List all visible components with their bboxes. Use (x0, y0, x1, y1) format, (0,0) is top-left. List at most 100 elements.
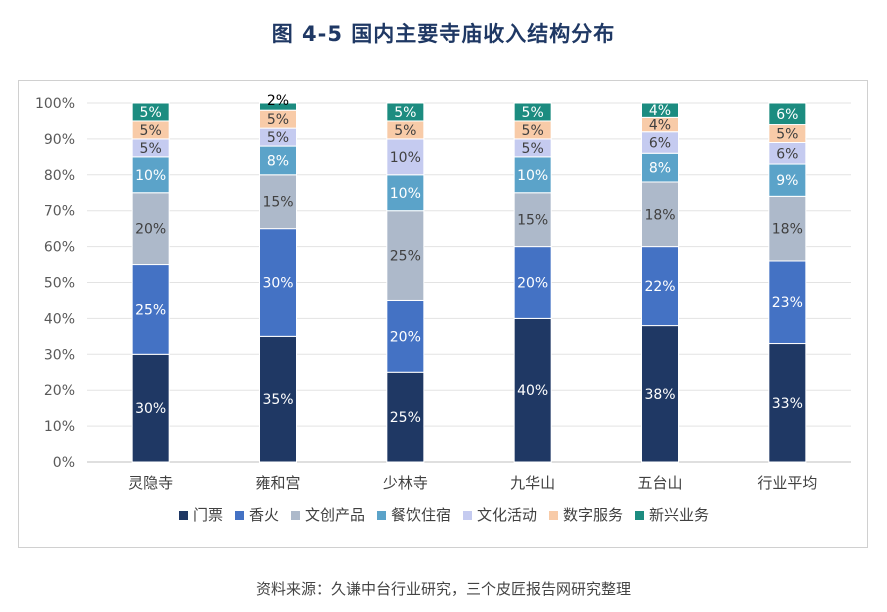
bar-segment (513, 102, 552, 122)
chart-frame: 0% 10% 20% 30% 40% 50% 60% 70% 80% 90% 100% 30% 25% 2… (18, 80, 868, 548)
x-tick-label: 五台山 (637, 474, 682, 492)
stacked-bar-chart: 0% 10% 20% 30% 40% 50% 60% 70% 80% 90% 100% 30% 25% 2… (35, 93, 851, 524)
bar-segment (768, 102, 807, 126)
data-label: 5% (522, 123, 544, 139)
legend-label: 香火 (249, 506, 279, 524)
data-label: 5% (522, 141, 544, 157)
bar-segment (259, 228, 297, 337)
bar-segment (259, 102, 297, 111)
bar-segment (131, 102, 170, 122)
data-label: 15% (262, 195, 293, 211)
page-title: 图 4-5 国内主要寺庙收入结构分布 (271, 22, 616, 46)
legend-label: 文创产品 (305, 506, 365, 524)
x-tick-label: 九华山 (510, 474, 555, 492)
y-tick-label: 10% (44, 419, 75, 435)
y-tick-label: 30% (44, 347, 75, 363)
legend-swatch (235, 511, 244, 520)
legend-swatch (549, 511, 558, 520)
bar-segment (386, 210, 425, 301)
data-label: 5% (140, 105, 162, 121)
bar-segment (131, 353, 170, 463)
data-label: 8% (267, 153, 289, 169)
data-label: 20% (517, 276, 548, 292)
data-label: 4% (649, 103, 671, 119)
y-tick-label: 90% (44, 132, 75, 148)
data-label: 30% (262, 276, 293, 292)
legend-label: 餐饮住宿 (391, 506, 451, 524)
legend-label: 门票 (193, 506, 223, 524)
data-label: 10% (390, 150, 421, 166)
data-label: 35% (262, 392, 293, 408)
data-label: 8% (649, 161, 671, 177)
bar-segment (131, 156, 170, 194)
bar-segment (386, 102, 425, 122)
legend-swatch (291, 511, 300, 520)
data-label: 33% (772, 396, 803, 412)
data-label: 20% (390, 329, 421, 345)
data-label: 5% (267, 130, 289, 146)
legend-swatch (179, 511, 188, 520)
x-tick-label: 灵隐寺 (128, 474, 173, 492)
bar-segment (259, 174, 297, 230)
data-label: 38% (644, 387, 675, 403)
bar-segment (641, 325, 679, 463)
bar-segment (259, 335, 297, 463)
bar-segment (513, 192, 552, 248)
data-label: 5% (776, 127, 798, 143)
bar-segment (641, 102, 679, 118)
data-label: 10% (517, 168, 548, 184)
bar-segment (768, 260, 807, 345)
data-label: 2% (267, 93, 289, 109)
data-label: 23% (772, 295, 803, 311)
data-label: 30% (135, 401, 166, 417)
data-label: 6% (776, 146, 798, 162)
data-label: 22% (644, 279, 675, 295)
data-label: 18% (644, 207, 675, 223)
data-label: 18% (772, 222, 803, 238)
bar-segment (259, 145, 297, 176)
data-label: 5% (522, 105, 544, 121)
data-label: 5% (140, 141, 162, 157)
data-label: 5% (267, 112, 289, 128)
bar-segment (131, 264, 170, 355)
data-label: 15% (517, 213, 548, 229)
y-tick-label: 100% (35, 96, 75, 112)
bar-segment (641, 152, 679, 183)
legend-label: 文化活动 (477, 506, 537, 524)
legend-label: 新兴业务 (649, 506, 709, 524)
bar-segment (386, 299, 425, 373)
bar-segment (641, 181, 679, 248)
legend-swatch (635, 511, 644, 520)
source-note: 资料来源：久谦中台行业研究，三个皮匠报告网研究整理 (255, 580, 631, 598)
y-tick-label: 70% (44, 204, 75, 220)
data-label: 5% (140, 123, 162, 139)
bar-segment (513, 317, 552, 463)
data-label: 9% (776, 173, 798, 189)
bar-segment (768, 163, 807, 197)
bar-segment (513, 156, 552, 194)
data-label: 20% (135, 222, 166, 238)
bar-segment (768, 343, 807, 463)
y-tick-label: 80% (44, 168, 75, 184)
data-label: 4% (649, 118, 671, 134)
y-tick-label: 60% (44, 240, 75, 256)
bar-segment (768, 195, 807, 262)
y-tick-label: 50% (44, 276, 75, 292)
y-tick-label: 20% (44, 383, 75, 399)
legend-label: 数字服务 (563, 506, 623, 524)
legend-swatch (377, 511, 386, 520)
bar-segment (641, 246, 679, 327)
y-tick-label: 0% (53, 455, 75, 471)
data-label: 25% (390, 249, 421, 265)
legend-swatch (463, 511, 472, 520)
x-tick-label: 雍和宫 (255, 474, 300, 492)
data-label: 10% (390, 186, 421, 202)
x-tick-label: 少林寺 (383, 474, 428, 492)
data-label: 10% (135, 168, 166, 184)
data-label: 6% (649, 135, 671, 151)
bar-segment (131, 192, 170, 266)
data-label: 40% (517, 383, 548, 399)
y-tick-label: 40% (44, 311, 75, 327)
data-label: 5% (394, 123, 416, 139)
data-label: 6% (776, 107, 798, 123)
